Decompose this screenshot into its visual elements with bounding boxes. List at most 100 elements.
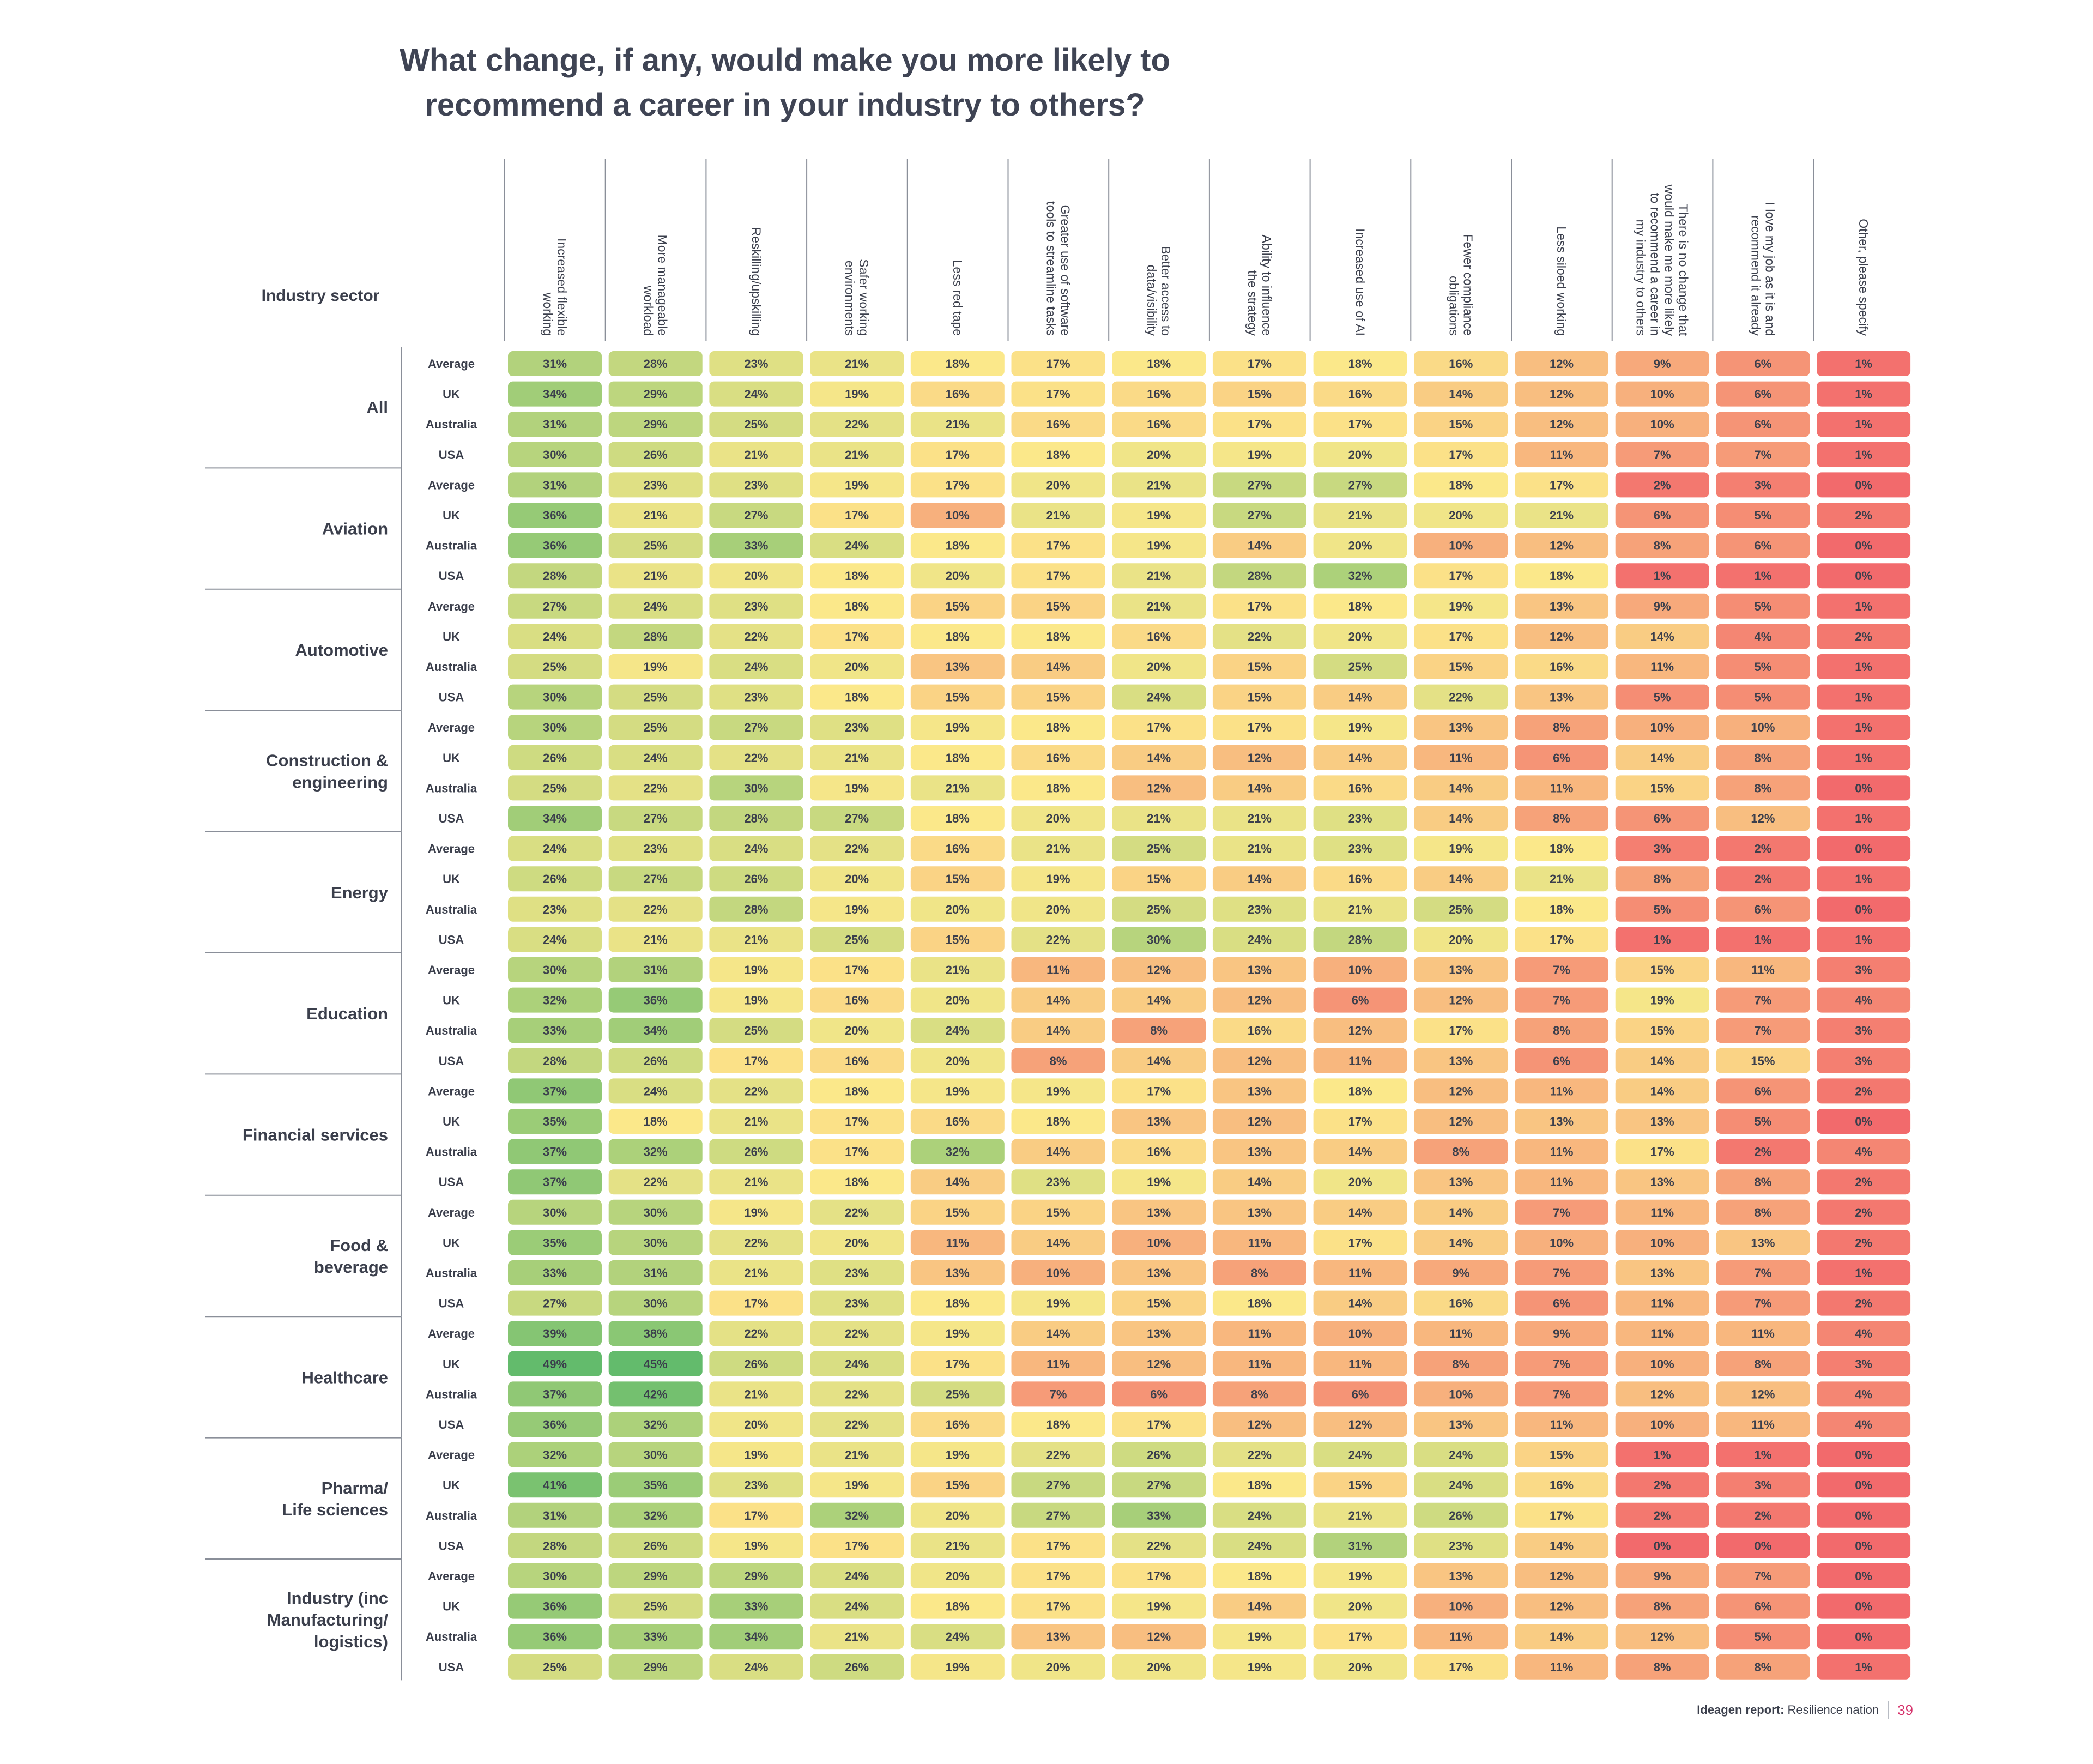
column-header-label: Increased use of AI bbox=[1353, 228, 1368, 336]
cell-value-label: 18% bbox=[845, 569, 869, 583]
cell-value-label: 18% bbox=[644, 1115, 668, 1128]
cell-value-label: 21% bbox=[744, 1387, 768, 1401]
heatmap-cell bbox=[1112, 866, 1206, 892]
cell-value-label: 0% bbox=[1855, 1569, 1872, 1583]
cell-value-label: 19% bbox=[1449, 842, 1473, 856]
cell-value-label: 11% bbox=[1348, 1357, 1372, 1371]
heatmap-cell bbox=[810, 927, 904, 952]
heatmap-cell bbox=[1515, 1321, 1608, 1346]
row-label: UK bbox=[443, 872, 460, 886]
cell-value-label: 30% bbox=[543, 963, 567, 977]
cell-value-label: 13% bbox=[1449, 1418, 1473, 1431]
column-header-label: Safer workingenvironments bbox=[843, 259, 871, 336]
cell-value-label: 18% bbox=[845, 600, 869, 613]
heatmap-cell bbox=[508, 503, 602, 528]
cell-value-label: 8% bbox=[1755, 1206, 1772, 1219]
heatmap-cell bbox=[810, 1230, 904, 1255]
cell-value-label: 30% bbox=[644, 1206, 668, 1219]
cell-value-label: 14% bbox=[1348, 1145, 1372, 1159]
heatmap-cell bbox=[1817, 684, 1911, 710]
heatmap-cell bbox=[1112, 836, 1206, 861]
cell-value-label: 22% bbox=[1046, 933, 1070, 946]
cell-value-label: 21% bbox=[946, 781, 970, 795]
cell-value-label: 17% bbox=[1449, 569, 1473, 583]
heatmap-cell bbox=[1817, 1230, 1911, 1255]
cell-value-label: 13% bbox=[1550, 691, 1574, 704]
heatmap-cell bbox=[1817, 1533, 1911, 1558]
cell-value-label: 12% bbox=[1751, 1387, 1775, 1401]
row-label: Australia bbox=[426, 539, 477, 553]
heatmap-cell bbox=[1212, 351, 1306, 376]
cell-value-label: 30% bbox=[644, 1297, 668, 1310]
heatmap-cell bbox=[1716, 866, 1810, 892]
heatmap-cell bbox=[709, 624, 803, 649]
cell-value-label: 23% bbox=[845, 721, 869, 734]
cell-value-label: 19% bbox=[744, 1539, 768, 1552]
heatmap-cell bbox=[1212, 1078, 1306, 1104]
heatmap-cell bbox=[810, 987, 904, 1013]
heatmap-cell bbox=[1011, 1412, 1105, 1437]
cell-value-label: 7% bbox=[1553, 1357, 1570, 1371]
row-label: UK bbox=[443, 509, 460, 522]
cell-value-label: 20% bbox=[1147, 448, 1171, 462]
cell-value-label: 21% bbox=[744, 448, 768, 462]
heatmap-cell bbox=[1212, 775, 1306, 801]
heatmap-cell bbox=[508, 775, 602, 801]
heatmap-cell bbox=[1112, 957, 1206, 982]
cell-value-label: 27% bbox=[644, 812, 668, 825]
cell-value-label: 22% bbox=[845, 1327, 869, 1340]
heatmap-cell bbox=[810, 957, 904, 982]
cell-value-label: 14% bbox=[1550, 1539, 1574, 1552]
cell-value-label: 20% bbox=[845, 1236, 869, 1249]
heatmap-cell bbox=[1313, 1412, 1407, 1437]
heatmap-cell bbox=[1716, 745, 1810, 770]
cell-value-label: 17% bbox=[845, 1115, 869, 1128]
cell-value-label: 16% bbox=[1046, 418, 1070, 431]
heatmap-cell bbox=[1212, 654, 1306, 679]
cell-value-label: 13% bbox=[1550, 600, 1574, 613]
cell-value-label: 8% bbox=[1755, 1660, 1772, 1674]
heatmap-cell bbox=[608, 1412, 703, 1437]
cell-value-label: 14% bbox=[1449, 812, 1473, 825]
cell-value-label: 19% bbox=[744, 1448, 768, 1462]
cell-value-label: 1% bbox=[1855, 357, 1872, 371]
cell-value-label: 19% bbox=[1449, 600, 1473, 613]
heatmap-cell bbox=[709, 1624, 803, 1650]
cell-value-label: 3% bbox=[1755, 1478, 1772, 1492]
cell-value-label: 27% bbox=[1248, 478, 1272, 492]
heatmap-cell bbox=[709, 1199, 803, 1225]
cell-value-label: 3% bbox=[1855, 1054, 1872, 1068]
cell-value-label: 32% bbox=[1348, 569, 1372, 583]
heatmap-cell bbox=[508, 624, 602, 649]
heatmap-cell bbox=[608, 775, 703, 801]
cell-value-label: 15% bbox=[1449, 660, 1473, 674]
heatmap-cell bbox=[1615, 1412, 1709, 1437]
row-label: Australia bbox=[426, 781, 477, 795]
cell-value-label: 12% bbox=[1147, 1357, 1171, 1371]
cell-value-label: 17% bbox=[1046, 539, 1070, 553]
heatmap-cell bbox=[1716, 836, 1810, 861]
heatmap-cell bbox=[1716, 1199, 1810, 1225]
cell-value-label: 12% bbox=[1248, 994, 1272, 1007]
cell-value-label: 5% bbox=[1755, 509, 1772, 522]
cell-value-label: 29% bbox=[644, 388, 668, 401]
cell-value-label: 11% bbox=[1348, 1054, 1372, 1068]
cell-value-label: 17% bbox=[1650, 1145, 1674, 1159]
heatmap-cell bbox=[1011, 896, 1105, 922]
cell-value-label: 13% bbox=[1147, 1206, 1171, 1219]
cell-value-label: 21% bbox=[1147, 569, 1171, 583]
heatmap-cell bbox=[1615, 1351, 1709, 1376]
heatmap-cell bbox=[1615, 1260, 1709, 1285]
heatmap-cell bbox=[1011, 442, 1105, 467]
heatmap-cell bbox=[1716, 1078, 1810, 1104]
heatmap-cell bbox=[1414, 1533, 1508, 1558]
cell-value-label: 8% bbox=[1755, 781, 1772, 795]
heatmap-cell bbox=[1615, 1533, 1709, 1558]
cell-value-label: 19% bbox=[1348, 1569, 1372, 1583]
cell-value-label: 13% bbox=[1147, 1266, 1171, 1280]
row-label: UK bbox=[443, 1236, 460, 1249]
heatmap-cell bbox=[709, 1593, 803, 1619]
heatmap-cell bbox=[1112, 1533, 1206, 1558]
heatmap-cell bbox=[1212, 715, 1306, 740]
heatmap-cell bbox=[1817, 927, 1911, 952]
